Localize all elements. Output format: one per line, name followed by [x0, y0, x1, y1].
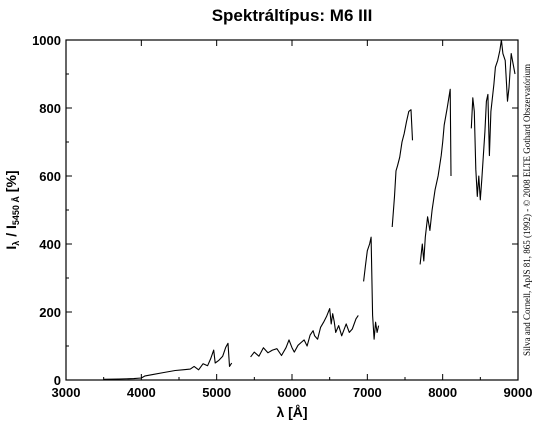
y-label-sub1: λ: [11, 241, 21, 246]
y-axis: 0 200 400 600 800 1000: [32, 33, 518, 388]
spectrum-line-segment: [470, 39, 516, 201]
x-axis-label: λ [Å]: [276, 404, 307, 420]
y-tick-label: 600: [39, 169, 61, 184]
x-tick-label: 5000: [202, 385, 231, 400]
plot-area: 3000 4000 5000 6000 7000 8000 9000 0 200 400 600 8…: [32, 33, 532, 400]
x-tick-label: 4000: [127, 385, 156, 400]
y-tick-label: 200: [39, 305, 61, 320]
x-tick-label: 7000: [353, 385, 382, 400]
y-tick-label: 800: [39, 101, 61, 116]
spectrum-line-segment: [103, 342, 233, 380]
credit-note: Silva and Cornell, ApJS 81, 865 (1992) -…: [522, 64, 532, 356]
x-tick-label: 6000: [278, 385, 307, 400]
y-tick-label: 400: [39, 237, 61, 252]
spectrum-line-segment: [419, 88, 452, 265]
series-spectrum: [103, 39, 516, 380]
x-tick-label: 8000: [428, 385, 457, 400]
plot-frame: [65, 39, 519, 381]
y-tick-label: 1000: [32, 33, 61, 48]
x-tick-label: 9000: [504, 385, 533, 400]
x-tick-label: 3000: [52, 385, 81, 400]
y-label-sub2: 5450 Å: [11, 196, 21, 226]
y-axis-label: Iλ / I5450 Å [%]: [3, 170, 21, 249]
y-label-base: I: [3, 246, 19, 250]
spectrum-line-segment: [250, 308, 359, 358]
y-label-unit: [%]: [3, 170, 19, 196]
chart-title: Spektráltípus: M6 III: [212, 6, 373, 25]
y-label-mid: / I: [3, 225, 19, 241]
x-axis: 3000 4000 5000 6000 7000 8000 9000: [52, 40, 533, 400]
spectrum-line-segment: [391, 109, 414, 228]
y-tick-label: 0: [54, 373, 61, 388]
spectrum-line-segment: [363, 236, 380, 340]
